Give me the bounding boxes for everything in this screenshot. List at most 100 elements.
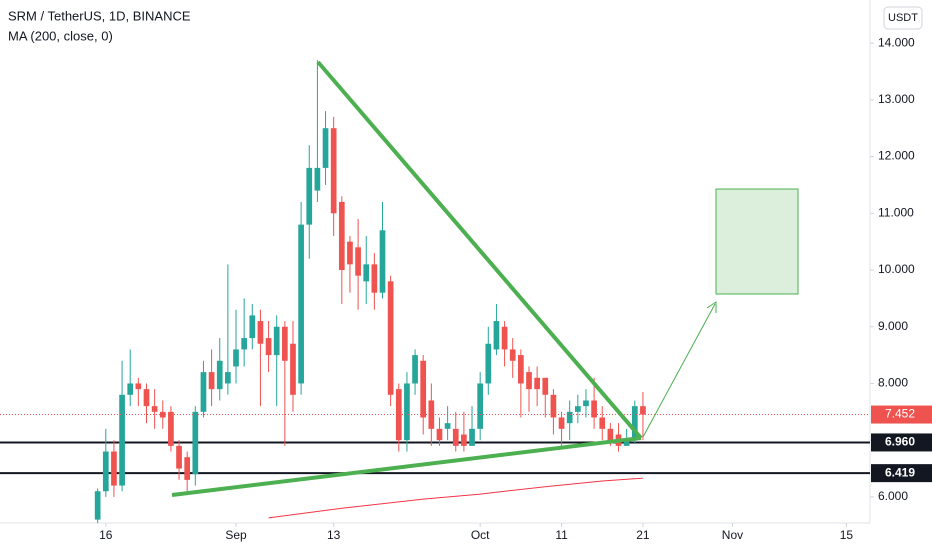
- candle-body: [355, 247, 361, 276]
- x-tick-label: 15: [840, 528, 854, 542]
- candle-body: [420, 360, 427, 418]
- candle-body: [143, 389, 150, 407]
- candle-body: [371, 264, 378, 293]
- candle-body: [330, 128, 337, 214]
- candle-body: [469, 428, 475, 446]
- price-level-tag: [871, 464, 932, 483]
- target-box: [715, 188, 799, 295]
- candle-body: [542, 377, 549, 395]
- candle-body: [200, 372, 207, 412]
- candle-body: [574, 406, 581, 412]
- candle-body: [631, 406, 638, 441]
- y-tick-label: 6.000: [878, 489, 908, 503]
- candle-body: [306, 167, 313, 225]
- chart-title: SRM / TetherUS, 1D, BINANCE: [8, 8, 191, 23]
- y-tick-label: 13.000: [878, 92, 915, 106]
- candle-body: [558, 417, 565, 429]
- candle-body: [298, 224, 304, 384]
- price-level-tag: [871, 433, 932, 452]
- candle-body: [225, 372, 231, 384]
- candle-body: [363, 264, 370, 282]
- candle-body: [501, 326, 508, 350]
- candle-body: [216, 360, 223, 390]
- candle-body: [607, 428, 614, 444]
- x-tick-label: Oct: [471, 528, 490, 542]
- arrow-line: [642, 303, 716, 438]
- candle-body: [281, 326, 288, 361]
- x-tick-label: 21: [636, 528, 650, 542]
- candle-body: [111, 451, 117, 486]
- candle-body: [338, 201, 345, 271]
- drawings: [171, 60, 799, 497]
- trend-line: [171, 436, 642, 497]
- last-price-label: 7.452: [885, 407, 915, 421]
- x-tick-label: 11: [555, 528, 568, 542]
- y-tick-label: 10.000: [878, 262, 915, 276]
- candle-body: [461, 434, 467, 446]
- candle-body: [265, 338, 272, 356]
- price-level-label: 6.960: [885, 435, 915, 449]
- moving-average: [268, 477, 643, 519]
- candle-body: [404, 383, 410, 441]
- candle-body: [452, 428, 459, 446]
- candle-body: [444, 423, 451, 429]
- candle-body: [94, 491, 101, 520]
- candle-body: [493, 321, 500, 350]
- candle-body: [550, 394, 557, 418]
- candle-body: [273, 326, 280, 356]
- y-tick-label: 12.000: [878, 149, 915, 163]
- candle-body: [477, 383, 484, 429]
- candle-body: [102, 451, 109, 492]
- candle-body: [241, 338, 248, 350]
- y-tick-label: 14.000: [878, 35, 915, 49]
- candle-body: [347, 241, 353, 265]
- price-level-label: 6.419: [885, 465, 915, 479]
- candle-body: [322, 128, 329, 168]
- candle-body: [518, 355, 524, 384]
- candle-body: [176, 445, 182, 469]
- candle-body: [314, 167, 321, 191]
- candle-body: [640, 406, 646, 415]
- candle-body: [168, 411, 174, 446]
- candle-body: [290, 343, 296, 395]
- candle-body: [526, 372, 532, 390]
- y-tick-label: 9.000: [878, 319, 908, 333]
- candle-body: [436, 428, 443, 441]
- candle-body: [387, 281, 394, 395]
- candle-body: [379, 230, 386, 293]
- candle-body: [208, 372, 215, 390]
- last-price-tag: [871, 405, 932, 424]
- x-tick-label: 13: [327, 528, 341, 542]
- y-tick-label: 8.000: [878, 376, 908, 390]
- arrow-head: [706, 301, 717, 313]
- candle-body: [509, 349, 516, 361]
- candle-body: [428, 400, 435, 429]
- candle-body: [127, 383, 134, 395]
- candle-body: [412, 355, 418, 384]
- candle-body: [591, 400, 597, 418]
- currency-button[interactable]: [883, 6, 923, 30]
- currency-label[interactable]: USDT: [888, 12, 918, 24]
- candle-body: [485, 343, 492, 384]
- indicator-label: MA (200, close, 0): [8, 28, 113, 43]
- x-tick-label: Sep: [225, 528, 247, 542]
- x-tick-label: Nov: [722, 528, 743, 542]
- candle-body: [249, 315, 256, 339]
- candle-body: [119, 394, 125, 486]
- candle-body: [184, 457, 191, 480]
- x-tick-label: 16: [99, 528, 113, 542]
- candle-body: [623, 440, 630, 446]
- candle-body: [233, 349, 239, 367]
- plot-area: [0, 60, 870, 523]
- y-tick-label: 11.000: [878, 205, 914, 219]
- trend-line: [316, 60, 643, 440]
- candle-body: [566, 411, 573, 424]
- candle-body: [192, 411, 199, 475]
- candle-body: [583, 400, 589, 407]
- candle-body: [257, 321, 264, 344]
- candle-body: [534, 377, 540, 390]
- candle-body: [135, 383, 142, 390]
- candle-body: [599, 417, 606, 429]
